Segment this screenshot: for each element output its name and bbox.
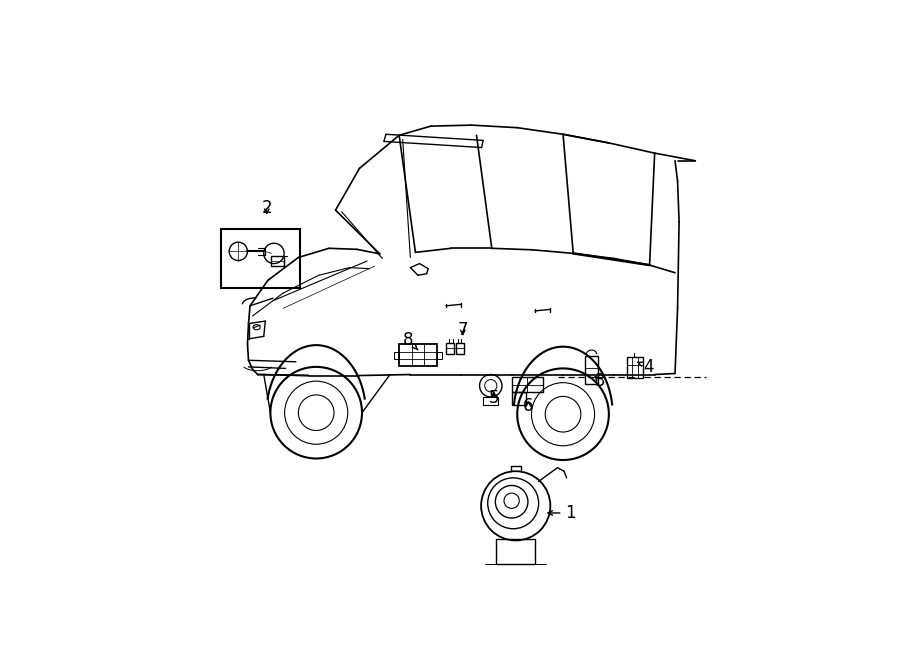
Text: 6: 6 (523, 397, 534, 415)
Bar (512, 393, 526, 405)
Bar (483, 397, 499, 405)
Text: 4: 4 (638, 358, 653, 376)
Text: 5: 5 (489, 389, 500, 407)
Text: 3: 3 (594, 371, 605, 389)
Bar (512, 377, 543, 393)
Bar (221, 229, 300, 288)
Bar (626, 357, 643, 378)
Text: 2: 2 (262, 198, 272, 217)
Bar (394, 352, 399, 359)
Bar (437, 352, 442, 359)
Bar (585, 356, 598, 383)
Text: 8: 8 (402, 331, 418, 350)
Text: 7: 7 (457, 321, 468, 338)
Bar (399, 344, 437, 366)
Text: 1: 1 (548, 504, 576, 522)
Bar (272, 256, 284, 266)
Bar (497, 539, 535, 564)
Bar (446, 343, 454, 354)
Bar (456, 343, 464, 354)
